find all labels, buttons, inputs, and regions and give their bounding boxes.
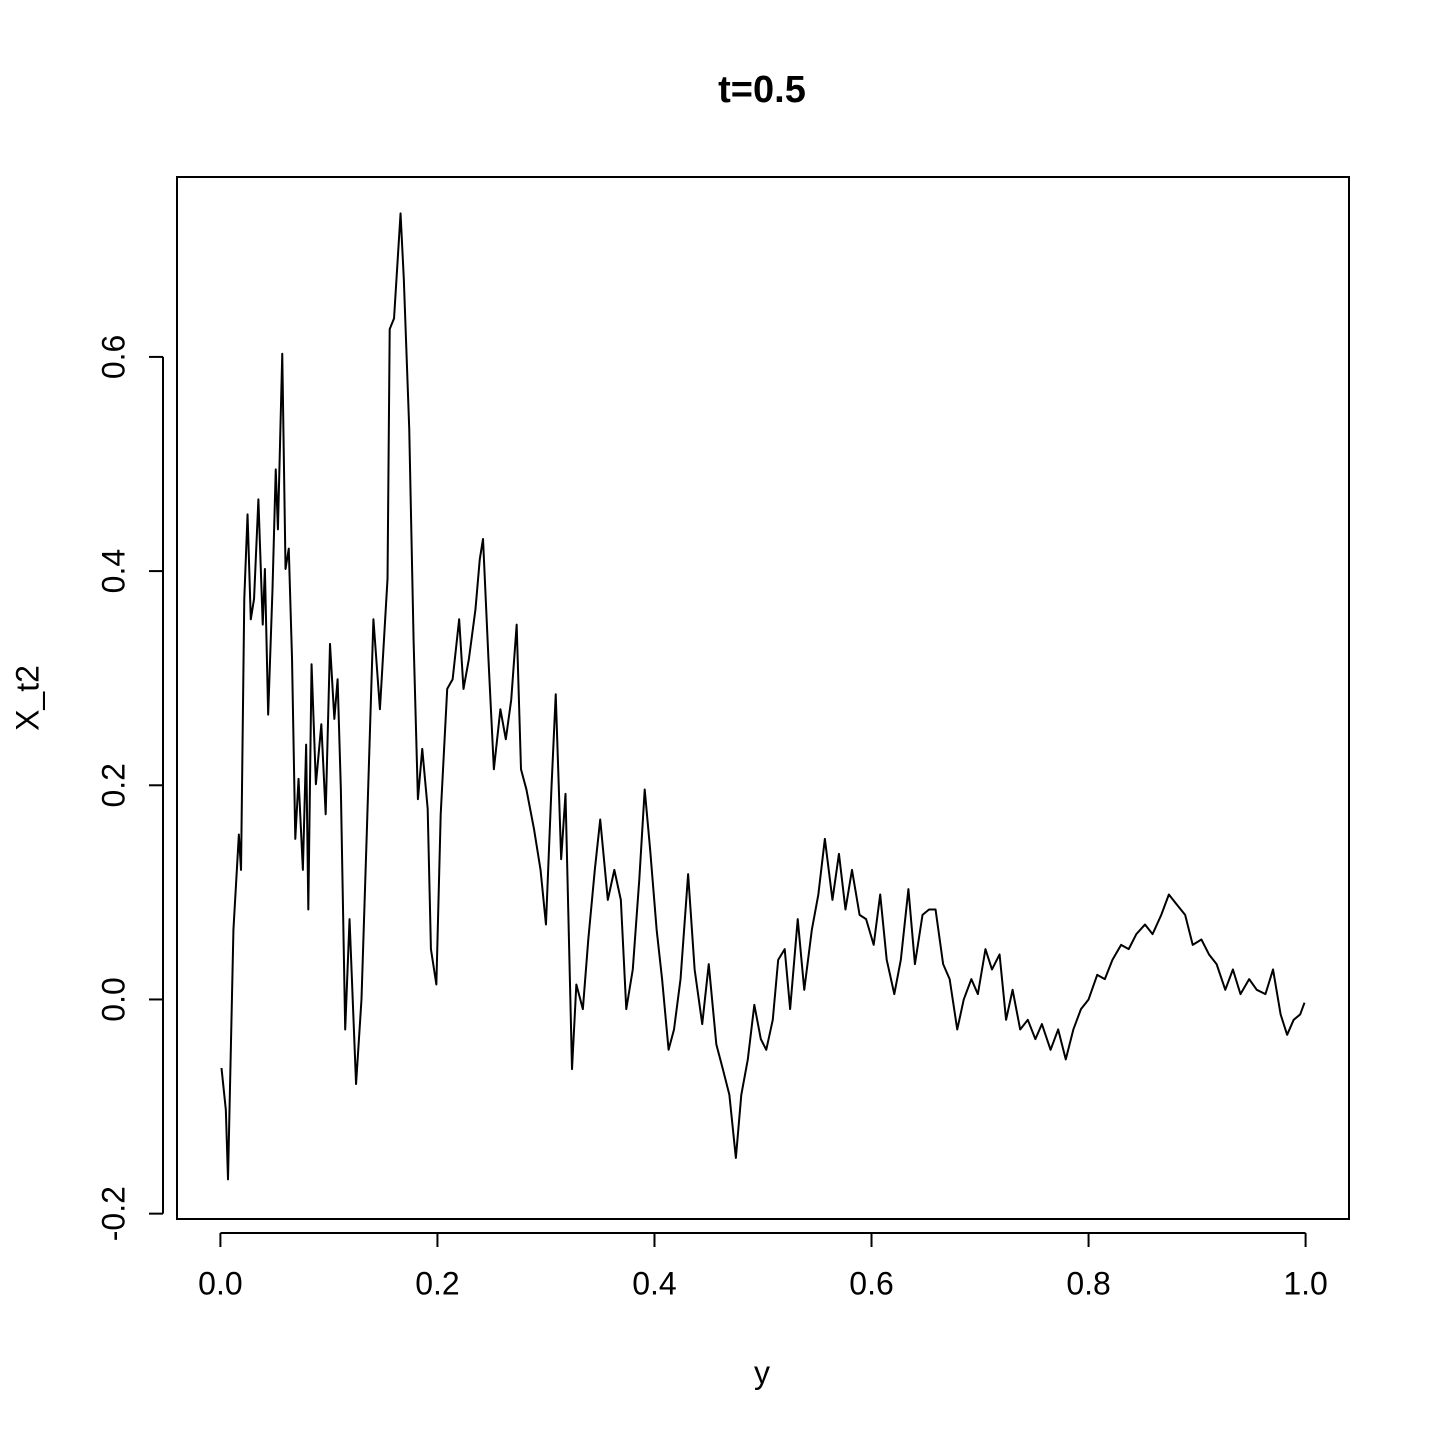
x-tick-label: 0.6 [849, 1265, 893, 1301]
y-tick-label: 0.4 [95, 549, 131, 593]
chart-title: t=0.5 [718, 69, 806, 111]
x-tick-label: 0.8 [1066, 1265, 1110, 1301]
x-tick-label: 0.4 [632, 1265, 676, 1301]
y-tick-label: 0.6 [95, 335, 131, 379]
x-tick-label: 0.0 [198, 1265, 242, 1301]
data-line [220, 212, 1306, 1181]
x-tick-label: 0.2 [415, 1265, 459, 1301]
x-axis-label: y [754, 1354, 770, 1390]
y-tick-label: 0.2 [95, 763, 131, 807]
x-tick-label: 1.0 [1283, 1265, 1327, 1301]
y-tick-label: 0.0 [95, 977, 131, 1021]
y-tick-label: -0.2 [95, 1186, 131, 1241]
y-axis-label: X_t2 [9, 665, 45, 731]
plot-frame [176, 176, 1350, 1220]
